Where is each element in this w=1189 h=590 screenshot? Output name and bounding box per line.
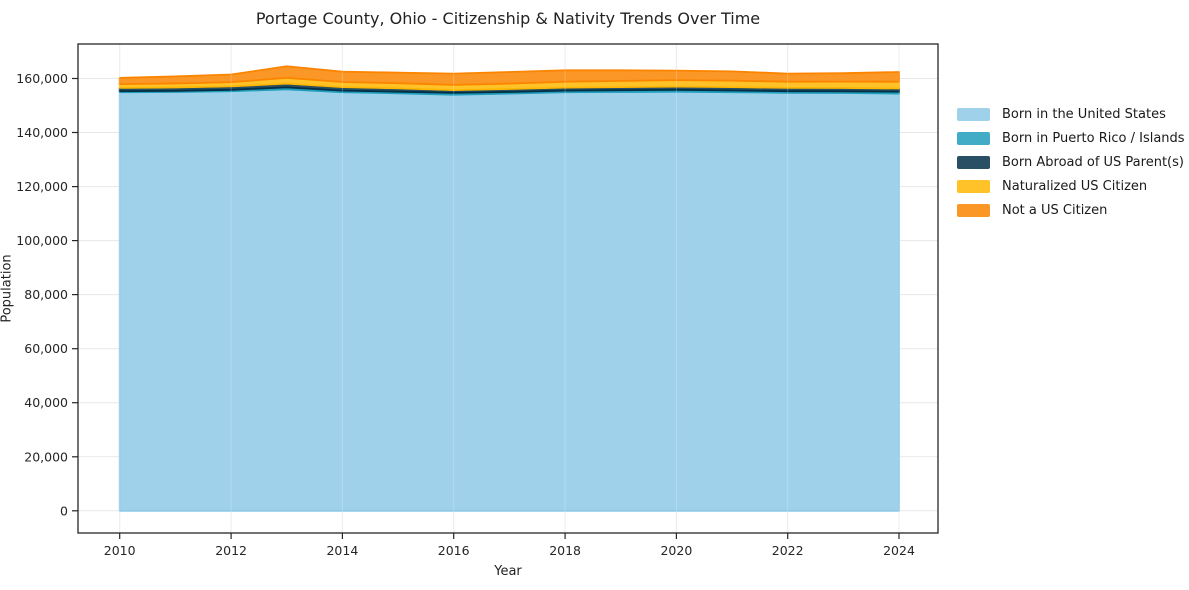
y-tick-label: 160,000 (16, 71, 68, 86)
x-axis-label: Year (494, 564, 522, 579)
y-tick-label: 0 (60, 503, 68, 518)
x-tick-label: 2014 (326, 543, 358, 558)
y-tick-label: 40,000 (24, 395, 68, 410)
legend-swatch (957, 131, 990, 145)
legend-swatch (957, 179, 990, 193)
y-tick-label: 60,000 (24, 341, 68, 356)
plot-border (77, 43, 939, 534)
x-tick-label: 2024 (883, 543, 915, 558)
legend-label: Not a US Citizen (1002, 202, 1108, 218)
legend-item: Not a US Citizen (957, 198, 1185, 222)
legend-item: Born in the United States (957, 102, 1185, 126)
y-tick-label: 80,000 (24, 287, 68, 302)
x-tick-label: 2016 (438, 543, 470, 558)
area-series-4 (118, 65, 900, 86)
legend-item: Naturalized US Citizen (957, 174, 1185, 198)
legend-item: Born Abroad of US Parent(s) (957, 150, 1185, 174)
y-tick-label: 140,000 (16, 125, 68, 140)
x-tick-label: 2022 (772, 543, 804, 558)
y-tick-label: 20,000 (24, 449, 68, 464)
legend-label: Naturalized US Citizen (1002, 178, 1148, 194)
area-series-0 (118, 88, 900, 512)
legend-item: Born in Puerto Rico / Islands (957, 126, 1185, 150)
y-tick-label: 100,000 (16, 233, 68, 248)
legend-label: Born in the United States (1002, 106, 1166, 122)
x-tick-label: 2018 (549, 543, 581, 558)
x-tick-label: 2012 (215, 543, 247, 558)
x-tick-label: 2010 (104, 543, 136, 558)
legend-swatch (957, 107, 990, 121)
legend-label: Born Abroad of US Parent(s) (1002, 154, 1184, 170)
chart-title: Portage County, Ohio - Citizenship & Nat… (255, 9, 761, 28)
legend-label: Born in Puerto Rico / Islands (1002, 130, 1185, 146)
y-tick-label: 120,000 (16, 179, 68, 194)
legend: Born in the United States Born in Puerto … (957, 102, 1185, 222)
legend-swatch (957, 203, 990, 217)
x-tick-label: 2020 (660, 543, 692, 558)
legend-swatch (957, 155, 990, 169)
